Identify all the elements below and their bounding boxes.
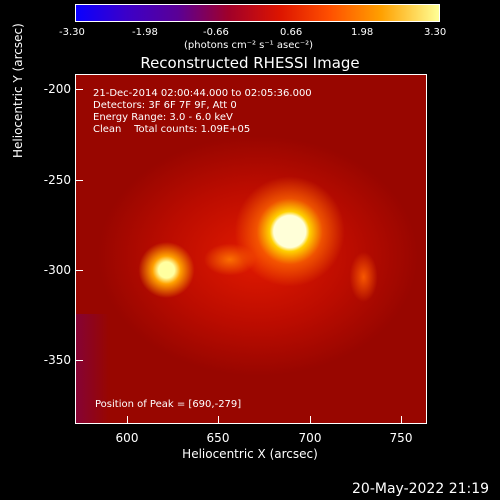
- energy-range-text: Energy Range: 3.0 - 6.0 keV: [93, 112, 233, 123]
- colorbar: [75, 4, 440, 22]
- colorbar-tick: -0.66: [203, 27, 229, 38]
- generation-date: 20-May-2022 21:19: [352, 481, 490, 497]
- y-tick-mark: [75, 270, 83, 271]
- time-range-text: 21-Dec-2014 02:00:44.000 to 02:05:36.000: [93, 88, 312, 99]
- colorbar-unit: (photons cm⁻² s⁻¹ asec⁻²): [184, 40, 314, 51]
- x-axis-label: Heliocentric X (arcsec): [182, 447, 318, 461]
- y-tick: -300: [43, 263, 71, 277]
- peak-position-text: Position of Peak = [690,-279]: [95, 399, 242, 410]
- y-tick-mark: [75, 89, 83, 90]
- x-tick: 650: [206, 431, 230, 445]
- detectors-text: Detectors: 3F 6F 7F 9F, Att 0: [93, 100, 237, 111]
- colorbar-tick: -3.30: [59, 27, 85, 38]
- y-tick: -350: [43, 353, 71, 367]
- x-tick-mark: [401, 416, 402, 424]
- y-tick-mark: [75, 360, 83, 361]
- x-tick-mark: [310, 416, 311, 424]
- y-tick: -200: [43, 82, 71, 96]
- colorbar-tick: 3.30: [424, 27, 447, 38]
- x-tick: 750: [389, 431, 413, 445]
- x-tick-mark: [218, 416, 219, 424]
- solar-flare-image: [75, 74, 427, 424]
- colorbar-tick: 0.66: [280, 27, 303, 38]
- y-tick: -250: [43, 173, 71, 187]
- y-axis-label: Heliocentric Y (arcsec): [11, 23, 25, 158]
- image-title: Reconstructed RHESSI Image: [140, 54, 360, 72]
- counts-text: Clean Total counts: 1.09E+05: [93, 124, 251, 135]
- x-tick-mark: [127, 416, 128, 424]
- x-tick: 700: [298, 431, 322, 445]
- colorbar-tick: -1.98: [132, 27, 158, 38]
- colorbar-tick: 1.98: [351, 27, 374, 38]
- x-tick: 600: [115, 431, 139, 445]
- y-tick-mark: [75, 180, 83, 181]
